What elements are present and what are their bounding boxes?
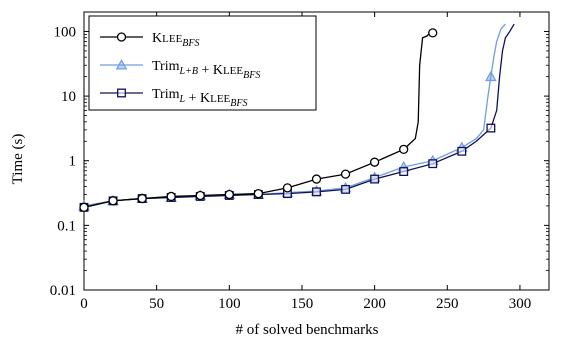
data-point [79, 202, 89, 212]
x-tick-label: 50 [149, 296, 164, 312]
data-point [399, 167, 409, 177]
series-line [84, 23, 515, 208]
data-point [108, 196, 118, 206]
y-tick-label: 10 [61, 89, 76, 105]
data-point [486, 123, 496, 133]
legend-marker [116, 32, 127, 42]
x-tick-label: 200 [363, 296, 386, 312]
data-point [224, 189, 234, 200]
legend-marker [117, 88, 126, 98]
data-point [253, 188, 264, 199]
x-tick-label: 300 [509, 296, 532, 312]
data-point [312, 187, 321, 197]
legend-label: KLEEBFS [152, 31, 200, 49]
axes: 0 50 100 150 200 250 300 0.01 0.1 1 10 100 [50, 11, 550, 312]
data-point [457, 146, 467, 156]
series-markers [79, 28, 438, 212]
y-tick-label: 0.01 [50, 283, 76, 299]
data-point [166, 191, 176, 202]
legend-box [88, 15, 317, 111]
legend: KLEEBFS TrimL+B + KLEEBFS TrimL + KLEEBFS [88, 15, 317, 111]
x-tick-label: 250 [436, 296, 459, 312]
y-tick-label: 100 [54, 24, 77, 40]
legend-marker [115, 58, 128, 70]
legend-label: TrimL+B + KLEEBFS [152, 59, 260, 81]
x-tick-label: 100 [218, 296, 241, 312]
data-point [341, 184, 351, 194]
data-point [370, 174, 380, 184]
data-point [282, 183, 293, 193]
x-tick-label: 0 [80, 296, 88, 312]
plot-area [78, 23, 515, 212]
legend-entry: KLEEBFS [100, 31, 200, 49]
legend-entry: TrimL+B + KLEEBFS [100, 58, 260, 81]
series-circle [84, 32, 435, 208]
y-axis-label: Time (s) [10, 134, 26, 185]
series-line [84, 32, 435, 208]
data-point [311, 174, 322, 184]
data-point [369, 157, 380, 167]
data-point [428, 28, 438, 38]
y-tick-label: 1 [69, 154, 77, 170]
data-point [485, 70, 497, 82]
x-tick-label: 150 [291, 296, 314, 312]
y-tick-label: 0.1 [57, 218, 76, 234]
data-point [340, 169, 351, 179]
legend-entry: TrimL + KLEEBFS [100, 87, 247, 109]
data-point [195, 190, 205, 201]
series-square [84, 23, 515, 208]
data-point [428, 159, 438, 169]
data-point [137, 193, 147, 204]
legend-label: TrimL + KLEEBFS [152, 87, 247, 109]
data-point [399, 144, 409, 154]
x-axis-label: # of solved benchmarks [236, 322, 379, 338]
plot-frame [83, 11, 550, 291]
